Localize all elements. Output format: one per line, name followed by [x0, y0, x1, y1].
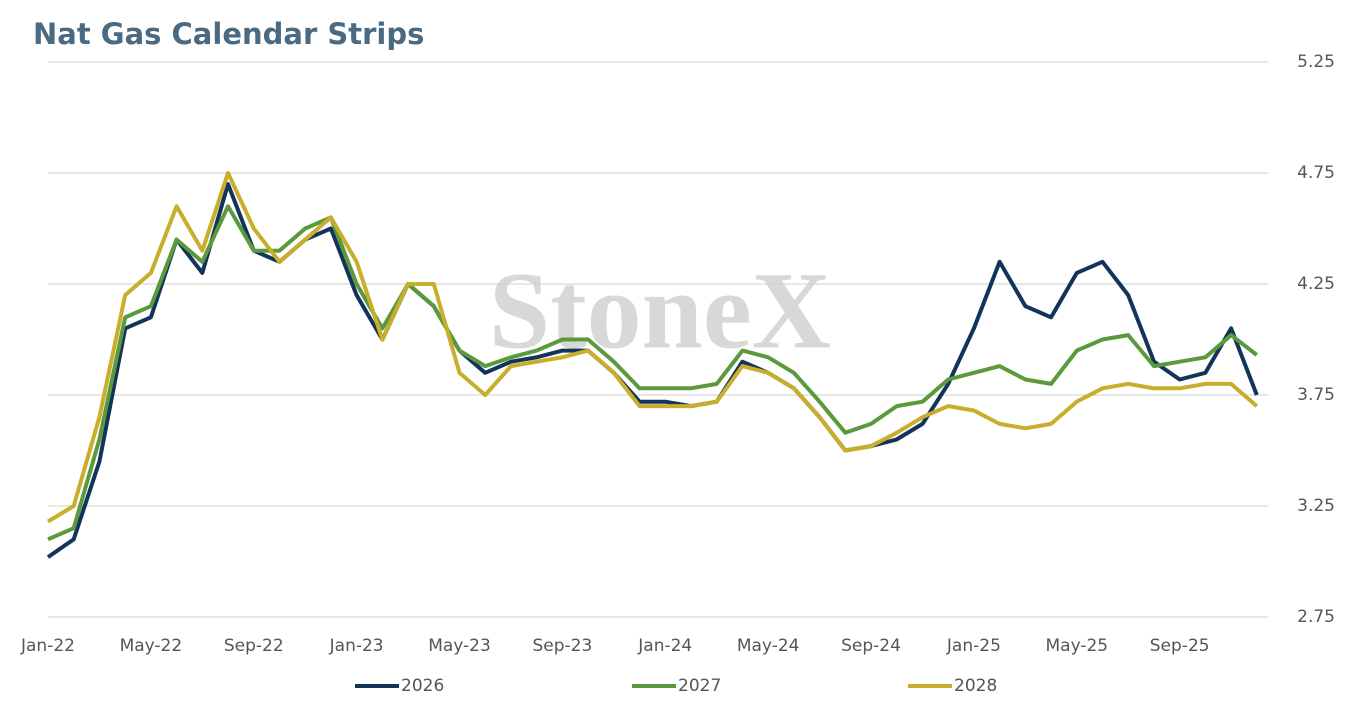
chart-title: Nat Gas Calendar Strips: [33, 17, 424, 51]
y-tick-label: 4.75: [1297, 163, 1335, 183]
x-tick-label: Sep-24: [841, 636, 901, 656]
legend-label: 2028: [954, 676, 997, 696]
x-tick-label: Jan-22: [20, 636, 75, 656]
x-tick-label: Jan-23: [329, 636, 384, 656]
x-tick-label: May-22: [120, 636, 183, 656]
legend-label: 2027: [678, 676, 721, 696]
watermark: StoneX: [489, 249, 831, 371]
x-tick-label: May-24: [737, 636, 800, 656]
legend-label: 2026: [401, 676, 444, 696]
x-tick-label: Sep-23: [532, 636, 592, 656]
x-tick-label: May-23: [428, 636, 491, 656]
y-tick-label: 4.25: [1297, 274, 1335, 294]
y-tick-label: 2.75: [1297, 607, 1335, 627]
x-tick-label: Jan-24: [637, 636, 692, 656]
series-line: [46, 171, 1259, 524]
y-tick-label: 5.25: [1297, 52, 1335, 72]
x-tick-label: May-25: [1045, 636, 1108, 656]
x-tick-label: Sep-25: [1150, 636, 1210, 656]
y-tick-label: 3.25: [1297, 496, 1335, 516]
y-tick-label: 3.75: [1297, 385, 1335, 405]
series-line: [47, 204, 1259, 542]
x-tick-label: Jan-25: [946, 636, 1001, 656]
x-tick-label: Sep-22: [224, 636, 284, 656]
